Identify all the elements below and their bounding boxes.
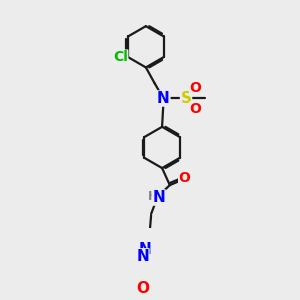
Text: Cl: Cl [113,50,128,64]
Text: O: O [190,81,202,95]
Text: N: N [152,190,165,205]
Text: N: N [138,242,151,257]
Text: O: O [179,171,190,185]
Text: H: H [148,190,158,203]
Text: N: N [136,249,149,264]
Text: S: S [181,91,191,106]
Text: N: N [157,91,170,106]
Text: O: O [136,281,149,296]
Text: O: O [190,102,202,116]
